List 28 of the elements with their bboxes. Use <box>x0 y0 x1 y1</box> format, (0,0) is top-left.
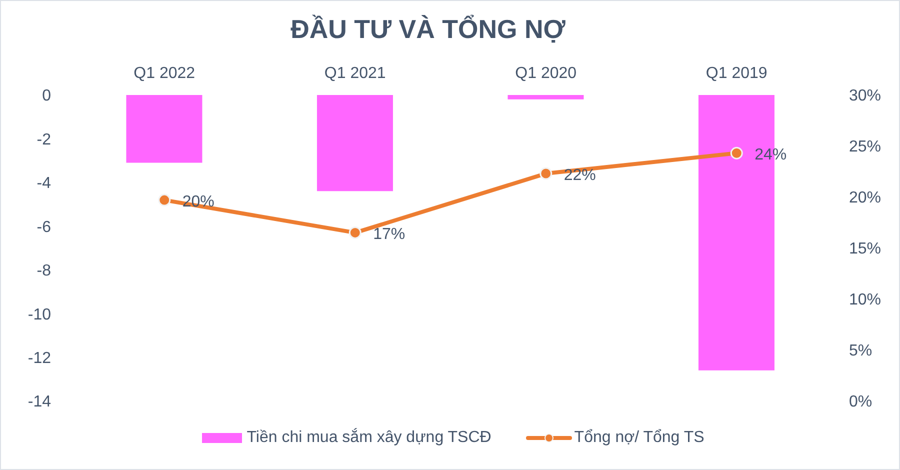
point <box>348 226 362 239</box>
y-tick-label: -10 <box>28 306 52 324</box>
chart-title: ĐẦU TƯ VÀ TỔNG NỢ <box>290 13 566 45</box>
y-tick-label: 0 <box>42 88 52 105</box>
x-tick-label: Q1 2022 <box>134 65 196 82</box>
y2-tick-label: 25% <box>849 138 882 156</box>
x-tick-label: Q1 2019 <box>706 65 768 82</box>
y-tick-label: -2 <box>36 131 52 148</box>
y-tick-label: -6 <box>36 218 52 236</box>
x-tick-label: Q1 2020 <box>515 65 577 82</box>
point <box>158 194 171 206</box>
legend-label: Tiền chi mua sắm xây dựng TSCĐ <box>246 429 492 447</box>
y2-tick-label: 0% <box>849 394 872 411</box>
x-tick-label: Q1 2021 <box>324 65 386 82</box>
data-label: 22% <box>564 167 596 184</box>
y2-tick-label: 20% <box>849 190 882 207</box>
point <box>540 167 552 180</box>
y2-tick-label: 15% <box>849 240 882 258</box>
y2-tick-label: 5% <box>849 342 872 360</box>
y2-tick-label: 10% <box>849 292 882 309</box>
y-tick-label: -4 <box>36 175 52 192</box>
y2-tick-label: 30% <box>849 88 882 105</box>
legend-label: Tổng nợ/ Tổng TS <box>574 429 704 447</box>
data-label: 17% <box>373 226 406 244</box>
y-tick-label: -14 <box>28 394 52 411</box>
y-tick-label: -8 <box>36 262 52 280</box>
y-tick-label: -12 <box>28 350 52 367</box>
point <box>730 146 743 160</box>
